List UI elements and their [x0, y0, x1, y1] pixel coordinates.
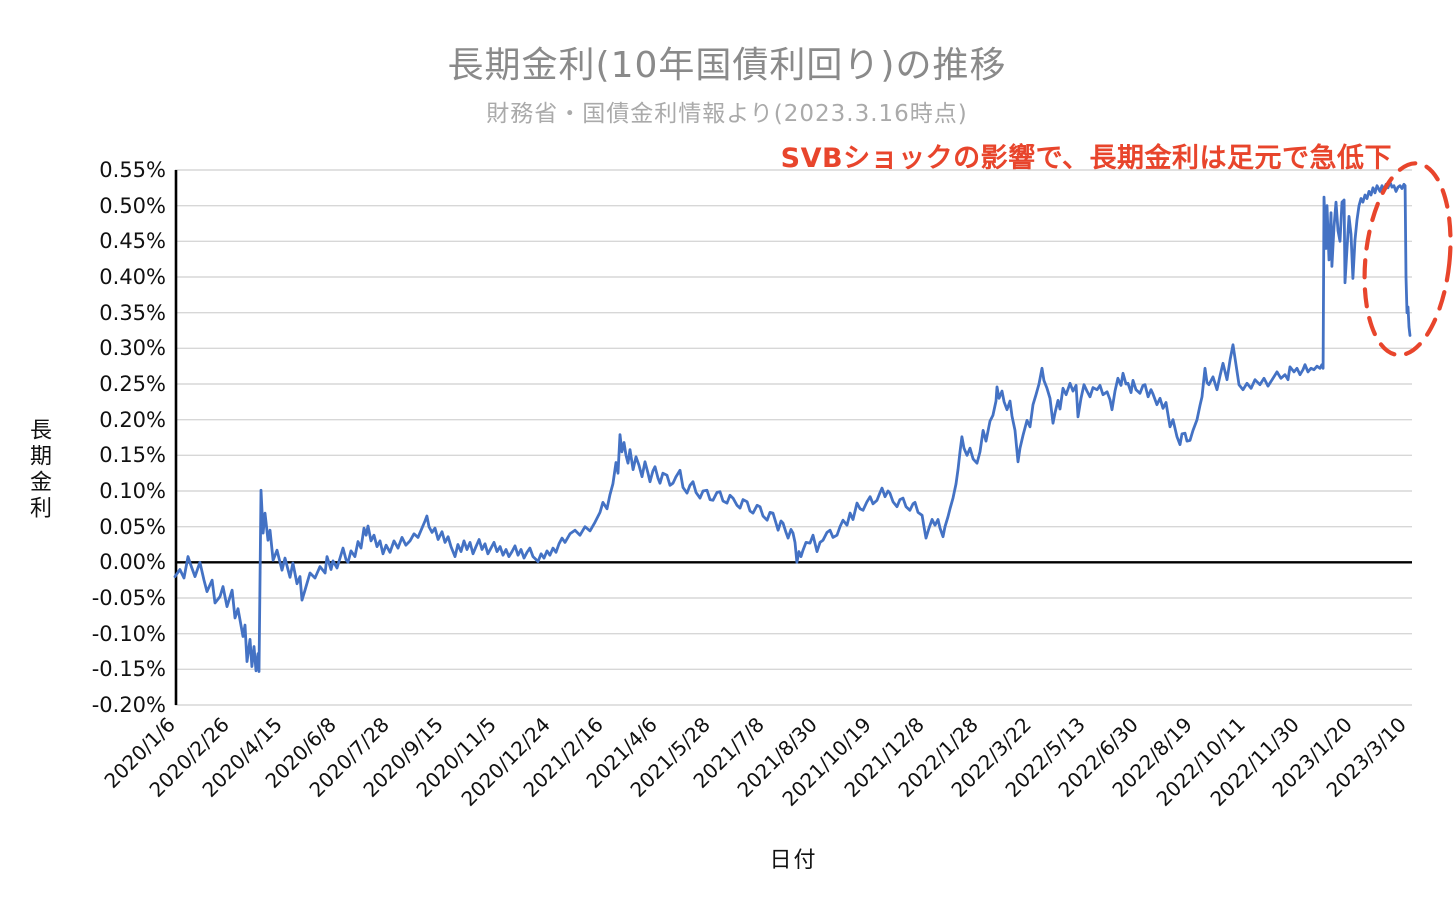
y-tick-label: 0.15% — [99, 443, 166, 468]
chart-subtitle: 財務省・国債金利情報より(2023.3.16時点) — [486, 101, 968, 127]
y-tick-label: -0.15% — [91, 657, 166, 682]
y-tick-label: -0.20% — [91, 693, 166, 717]
y-tick-label: 0.50% — [99, 193, 166, 218]
y-tick-label: 0.20% — [99, 407, 166, 432]
y-tick-label: 0.10% — [99, 479, 166, 503]
y-tick-label: -0.05% — [91, 586, 166, 610]
y-tick-label: -0.10% — [91, 621, 166, 646]
y-tick-label: 0.35% — [99, 300, 166, 325]
y-tick-label: 0.05% — [99, 514, 166, 539]
chart-title: 長期金利(10年国債利回り)の推移 — [447, 45, 1007, 86]
y-axis-title: 長期金利 — [26, 418, 51, 522]
y-tick-label: 0.45% — [99, 229, 166, 254]
y-tick-label: 0.00% — [99, 550, 166, 575]
y-tick-label: 0.55% — [99, 158, 166, 182]
yield-line-series — [173, 180, 1412, 673]
svb-shock-annotation: SVBショックの影響で、長期金利は足元で急低下 — [780, 143, 1392, 174]
y-tick-label: 0.40% — [99, 265, 166, 289]
y-tick-label: 0.30% — [99, 336, 166, 361]
svb-highlight-ellipse — [1362, 161, 1453, 358]
y-tick-label: 0.25% — [99, 372, 166, 396]
x-axis-title: 日付 — [769, 848, 818, 873]
